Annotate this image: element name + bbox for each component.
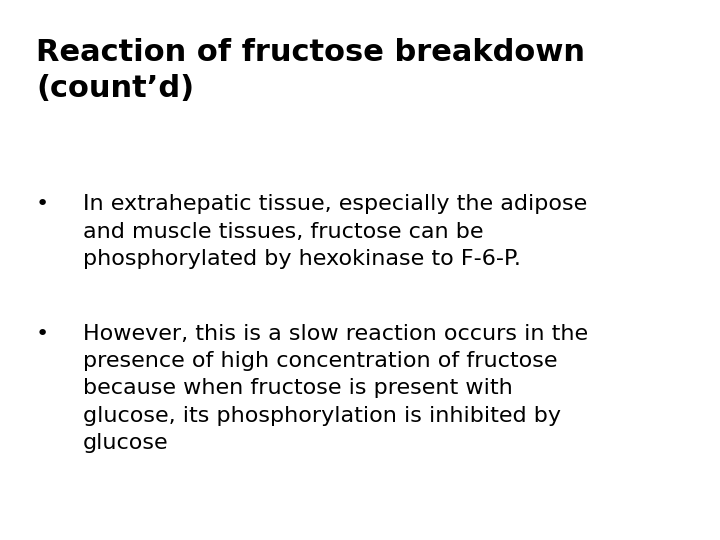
Text: •: • [36, 194, 49, 214]
Text: Reaction of fructose breakdown
(count’d): Reaction of fructose breakdown (count’d) [36, 38, 585, 103]
Text: In extrahepatic tissue, especially the adipose
and muscle tissues, fructose can : In extrahepatic tissue, especially the a… [83, 194, 587, 269]
Text: However, this is a slow reaction occurs in the
presence of high concentration of: However, this is a slow reaction occurs … [83, 324, 588, 453]
Text: •: • [36, 324, 49, 344]
